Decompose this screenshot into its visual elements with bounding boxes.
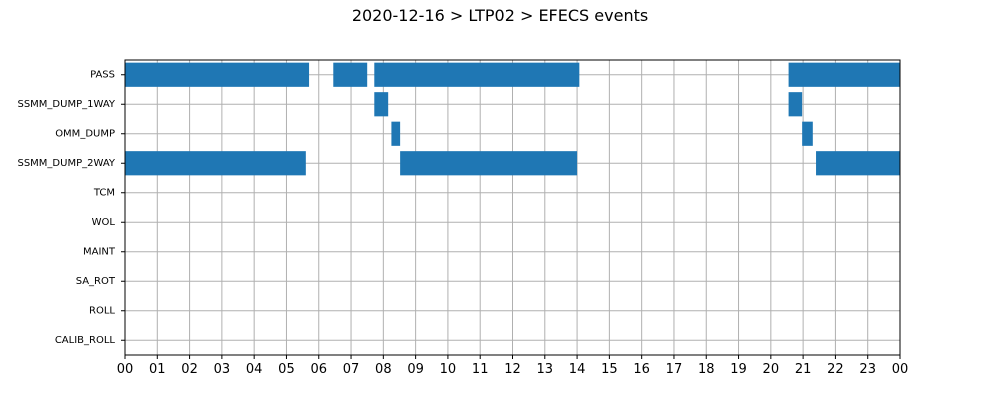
y-tick-label: SSMM_DUMP_1WAY — [17, 99, 115, 110]
x-tick-label: 00 — [117, 362, 134, 377]
event-bar — [374, 92, 389, 117]
x-tick-label: 05 — [278, 362, 295, 377]
event-bar — [788, 92, 803, 117]
event-bar — [125, 151, 306, 176]
event-bar — [391, 121, 401, 146]
event-bar — [802, 121, 813, 146]
event-bar — [125, 62, 310, 87]
y-tick-label: ROLL — [89, 305, 115, 316]
x-tick-label: 13 — [537, 362, 554, 377]
x-tick-label: 11 — [472, 362, 489, 377]
x-tick-label: 09 — [407, 362, 424, 377]
y-tick-label: SA_ROT — [76, 276, 116, 287]
x-tick-label: 14 — [569, 362, 586, 377]
x-tick-label: 16 — [633, 362, 650, 377]
event-bar — [333, 62, 368, 87]
x-tick-label: 08 — [375, 362, 392, 377]
x-tick-label: 10 — [440, 362, 457, 377]
event-bar — [400, 151, 578, 176]
x-tick-label: 15 — [601, 362, 618, 377]
y-tick-label: SSMM_DUMP_2WAY — [17, 158, 115, 169]
x-tick-label: 21 — [795, 362, 812, 377]
x-tick-label: 03 — [214, 362, 231, 377]
event-bar — [816, 151, 900, 176]
x-tick-label: 01 — [149, 362, 166, 377]
x-tick-label: 20 — [763, 362, 780, 377]
x-tick-label: 04 — [246, 362, 263, 377]
x-tick-label: 19 — [730, 362, 747, 377]
event-bar — [788, 62, 900, 87]
event-bar — [374, 62, 580, 87]
y-tick-label: WOL — [92, 217, 116, 228]
x-tick-label: 22 — [827, 362, 844, 377]
y-tick-label: MAINT — [83, 246, 116, 257]
x-tick-label: 12 — [504, 362, 521, 377]
y-tick-label: PASS — [90, 69, 115, 80]
x-tick-label: 17 — [666, 362, 683, 377]
x-tick-label: 02 — [181, 362, 198, 377]
chart-title: 2020-12-16 > LTP02 > EFECS events — [351, 6, 649, 25]
x-tick-label: 00 — [892, 362, 909, 377]
y-tick-label: TCM — [93, 187, 115, 198]
x-tick-label: 18 — [698, 362, 715, 377]
x-tick-label: 07 — [343, 362, 360, 377]
y-tick-label: OMM_DUMP — [55, 128, 115, 139]
x-tick-label: 06 — [310, 362, 327, 377]
y-tick-label: CALIB_ROLL — [55, 335, 116, 346]
x-tick-label: 23 — [859, 362, 876, 377]
